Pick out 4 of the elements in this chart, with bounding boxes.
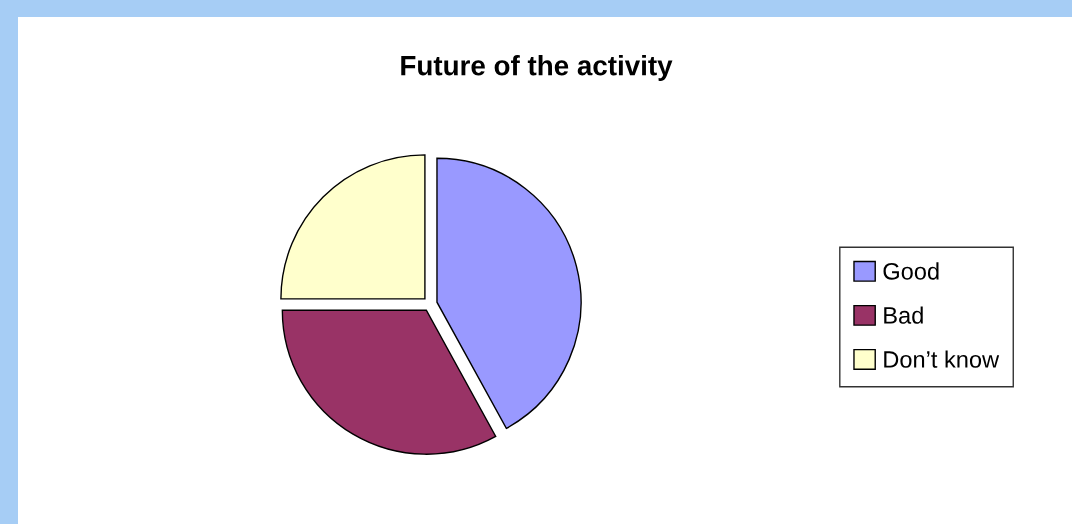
- chart-title: Future of the activity: [401, 55, 673, 81]
- legend-label: Bad: [884, 306, 923, 324]
- legend-label: Good: [883, 262, 939, 280]
- legend-label: Don’t know: [884, 350, 1000, 368]
